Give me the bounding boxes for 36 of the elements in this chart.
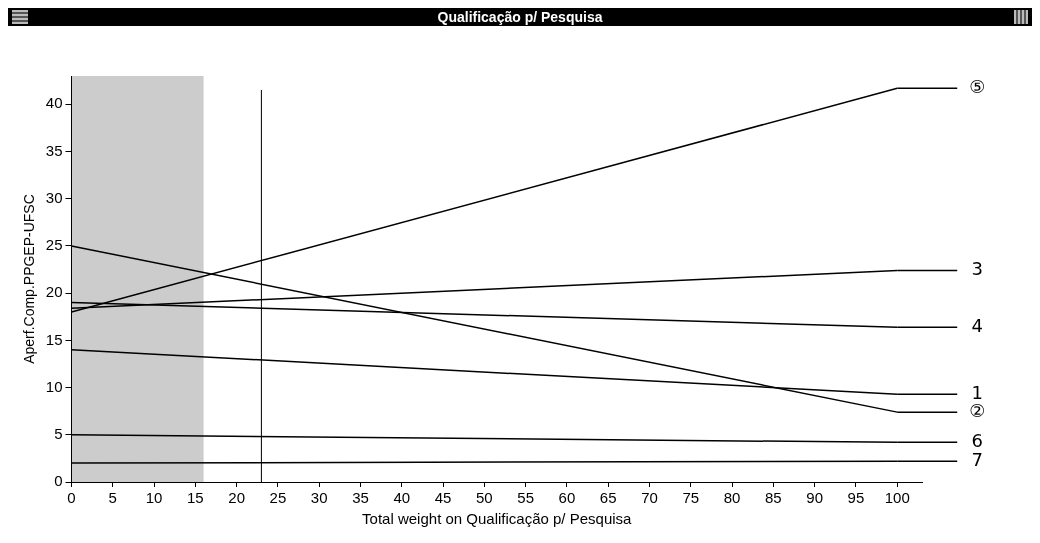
x-tick-label: 0 bbox=[67, 489, 76, 507]
x-tick-label: 55 bbox=[517, 489, 534, 507]
x-axis-title: Total weight on Qualificação p/ Pesquisa bbox=[362, 510, 633, 528]
y-tick-label: 5 bbox=[54, 424, 63, 442]
y-tick-label: 35 bbox=[45, 141, 63, 159]
x-tick-label: 30 bbox=[310, 489, 328, 507]
x-tick-label: 90 bbox=[806, 489, 823, 507]
y-tick-label: 0 bbox=[54, 472, 63, 490]
x-tick-label: 20 bbox=[228, 489, 245, 507]
legend-label: 4 bbox=[971, 314, 983, 336]
legend-label: ⑤ bbox=[969, 75, 986, 97]
x-tick-label: 35 bbox=[352, 489, 369, 507]
y-tick-label: 10 bbox=[45, 377, 63, 395]
x-tick-label: 10 bbox=[145, 489, 163, 507]
x-tick-label: 75 bbox=[682, 489, 700, 507]
y-tick-label: 40 bbox=[45, 94, 63, 112]
x-tick-label: 45 bbox=[434, 489, 452, 507]
legend-label: 3 bbox=[971, 258, 983, 280]
x-tick-label: 60 bbox=[558, 489, 576, 507]
x-tick-label: 15 bbox=[187, 489, 204, 507]
y-tick-label: 30 bbox=[45, 188, 63, 206]
x-tick-label: 80 bbox=[723, 489, 741, 507]
x-tick-label: 95 bbox=[847, 489, 865, 507]
x-tick-label: 5 bbox=[108, 489, 117, 507]
y-axis-title: Aperf.Comp.PPGEP-UFSC bbox=[21, 194, 38, 364]
x-tick-label: 40 bbox=[393, 489, 411, 507]
x-tick-label: 25 bbox=[269, 489, 287, 507]
x-tick-label: 65 bbox=[599, 489, 617, 507]
x-tick-label: 100 bbox=[884, 489, 910, 507]
y-tick-label: 15 bbox=[45, 330, 63, 348]
chart-title: Qualificação p/ Pesquisa bbox=[437, 9, 603, 25]
x-tick-label: 50 bbox=[476, 489, 493, 507]
y-tick-label: 25 bbox=[45, 236, 63, 254]
x-tick-label: 70 bbox=[641, 489, 658, 507]
x-tick-label: 85 bbox=[765, 489, 782, 507]
y-tick-label: 20 bbox=[45, 283, 63, 301]
